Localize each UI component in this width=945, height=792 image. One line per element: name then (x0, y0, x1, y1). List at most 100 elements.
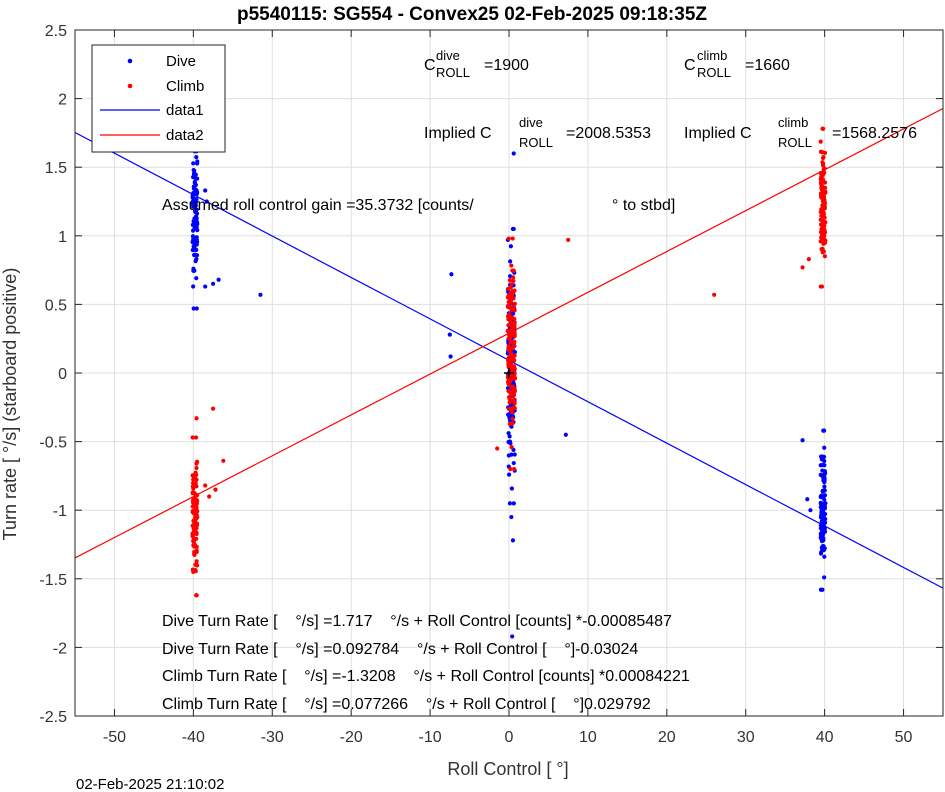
data-point (193, 470, 198, 475)
y-tick-label: -1.5 (39, 572, 67, 589)
data-point (204, 199, 209, 204)
data-point (510, 384, 516, 389)
data-point (820, 203, 825, 208)
data-point (822, 463, 827, 468)
legend-label-dive: Dive (166, 53, 196, 70)
data-point (808, 508, 813, 513)
data-point (191, 499, 196, 504)
annotation-implied-dive: Implied C dive ROLL =2008.5353 (424, 115, 651, 150)
x-tick-label: 20 (658, 729, 676, 746)
data-point (511, 466, 517, 472)
data-point (507, 501, 513, 506)
data-point (822, 519, 827, 524)
data-point (216, 277, 221, 282)
data-point (191, 306, 196, 311)
data-point (821, 196, 826, 201)
data-point (512, 452, 517, 457)
data-point (512, 320, 517, 325)
svg-text:° to stbd]: ° to stbd] (612, 197, 675, 214)
data-point (512, 308, 517, 313)
data-point (194, 477, 199, 482)
y-tick-label: 2 (58, 92, 67, 109)
data-point (818, 191, 824, 196)
x-tick-label: -20 (340, 729, 363, 746)
data-point (512, 389, 517, 394)
data-point (194, 465, 199, 471)
data-point (194, 484, 199, 489)
svg-text:Implied C: Implied C (424, 125, 492, 142)
data-point (818, 454, 824, 459)
data-point (511, 226, 516, 232)
data-point (194, 461, 199, 466)
x-tick-label: 40 (816, 729, 834, 746)
data-point (566, 237, 571, 243)
data-point (190, 247, 195, 253)
data-point (192, 190, 197, 195)
svg-text:dive: dive (436, 48, 460, 63)
legend-label-climb: Climb (166, 78, 204, 95)
data-point (194, 502, 199, 507)
data-point (193, 568, 198, 574)
data-point (192, 268, 197, 273)
data-point (822, 254, 827, 259)
data-point (822, 150, 828, 156)
data-point (192, 243, 197, 248)
data-point (448, 354, 453, 359)
data-point (194, 497, 199, 503)
data-point (193, 506, 198, 511)
scatter-points (190, 117, 828, 639)
data-point (509, 263, 514, 268)
svg-text:Implied C: Implied C (684, 125, 752, 142)
y-tick-label: -2.5 (39, 709, 67, 726)
data-point (192, 524, 197, 530)
data-point (210, 281, 216, 286)
y-axis-label: Turn rate [ °/s] (starboard positive) (0, 268, 20, 541)
data-point (821, 428, 827, 433)
data-point (191, 510, 196, 515)
data-point (822, 477, 827, 483)
annotation-gain: Assumed roll control gain =35.3732 [coun… (162, 197, 675, 214)
x-tick-label: 30 (737, 729, 755, 746)
data-point (822, 493, 828, 498)
svg-text:dive: dive (519, 115, 543, 130)
data-point (818, 493, 824, 499)
data-point (447, 332, 452, 337)
data-point (820, 126, 825, 131)
data-point (512, 333, 517, 339)
data-point (510, 398, 515, 403)
x-tick-label: -40 (182, 729, 205, 746)
annotation-c-climb: C climb ROLL =1660 (684, 48, 790, 80)
data-point (507, 296, 512, 301)
data-point (194, 536, 199, 541)
data-point (194, 276, 199, 281)
data-point (510, 421, 515, 426)
x-tick-label: -10 (419, 729, 442, 746)
data-point (509, 390, 514, 395)
data-point (194, 225, 199, 230)
svg-text:=2008.5353: =2008.5353 (566, 125, 651, 142)
data-point (194, 593, 199, 598)
y-tick-label: -2 (53, 640, 67, 657)
svg-text:climb: climb (778, 115, 808, 130)
svg-text:ROLL: ROLL (519, 135, 553, 150)
data-point (822, 227, 827, 232)
data-point (507, 278, 513, 283)
legend-label-data1: data1 (166, 102, 204, 119)
data-point (819, 539, 825, 544)
data-point (506, 299, 511, 305)
data-point (191, 284, 196, 289)
legend-marker-dive (127, 58, 133, 64)
data-point (820, 502, 825, 507)
data-point (194, 548, 199, 553)
y-tick-label: 1.5 (45, 160, 67, 177)
data-point (818, 239, 823, 244)
data-point (192, 180, 197, 186)
data-point (207, 494, 212, 499)
data-point (190, 484, 195, 489)
data-point (510, 538, 516, 543)
x-tick-label: -50 (103, 729, 126, 746)
data-point (505, 328, 510, 333)
data-point (213, 487, 218, 492)
y-tick-label: 1 (58, 229, 67, 246)
data-point (820, 219, 826, 224)
